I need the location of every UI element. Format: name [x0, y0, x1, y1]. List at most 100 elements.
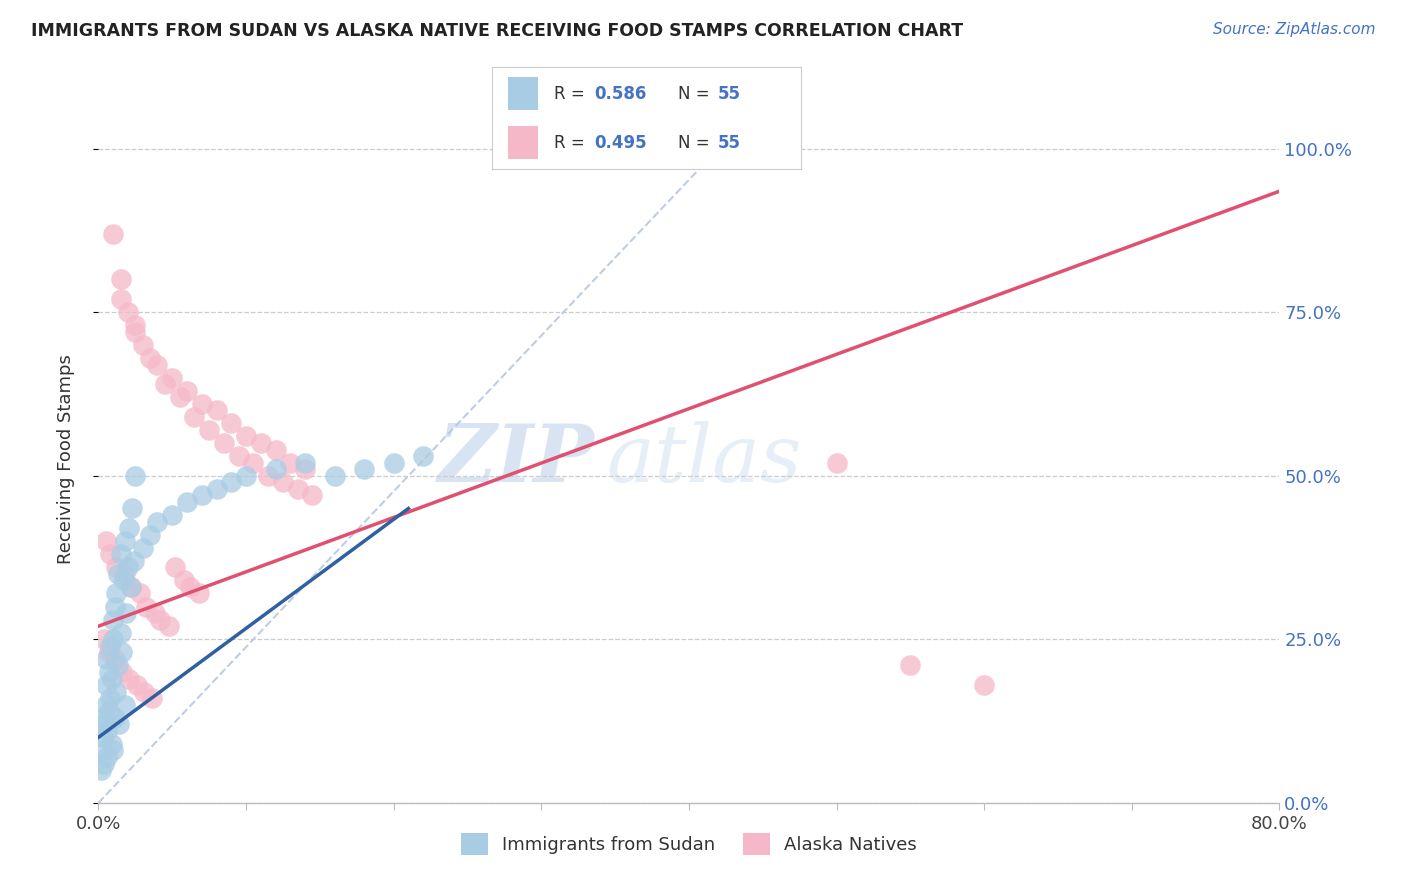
Point [183, 409, 205, 424]
Point [97, 645, 120, 659]
Point [120, 580, 142, 594]
Point [120, 580, 142, 594]
Point [132, 541, 155, 555]
Point [162, 370, 183, 384]
Point [105, 684, 128, 698]
Legend: Immigrants from Sudan, Alaska Natives: Immigrants from Sudan, Alaska Natives [454, 826, 924, 863]
Point [110, 625, 132, 640]
Point [280, 456, 302, 470]
Point [132, 338, 155, 352]
Point [134, 684, 156, 698]
Point [382, 456, 405, 470]
Point [323, 468, 346, 483]
Point [98, 639, 121, 653]
Point [114, 566, 136, 581]
Text: 55: 55 [718, 134, 741, 152]
Point [187, 586, 209, 600]
Point [107, 566, 129, 581]
Point [98, 691, 121, 706]
Point [157, 619, 180, 633]
Point [114, 534, 136, 549]
Point [139, 527, 162, 541]
Point [118, 672, 141, 686]
Point [146, 515, 169, 529]
Text: R =: R = [554, 85, 591, 103]
Point [135, 599, 157, 614]
Point [169, 390, 191, 404]
Point [94, 698, 117, 712]
Point [191, 488, 214, 502]
Point [103, 632, 125, 647]
Text: N =: N = [678, 85, 714, 103]
Point [105, 586, 128, 600]
Point [91, 711, 114, 725]
Point [176, 495, 198, 509]
Point [146, 358, 169, 372]
Point [94, 652, 117, 666]
Point [205, 403, 228, 417]
Text: N =: N = [678, 134, 714, 152]
Point [242, 456, 264, 470]
Point [103, 227, 125, 241]
Point [104, 652, 127, 666]
Point [153, 377, 176, 392]
Point [257, 468, 280, 483]
Point [110, 292, 132, 306]
Point [93, 756, 115, 771]
Point [301, 488, 323, 502]
Point [103, 743, 125, 757]
Point [228, 449, 250, 463]
Point [98, 547, 121, 561]
Point [205, 482, 228, 496]
Point [271, 475, 294, 490]
Point [124, 325, 146, 339]
Point [250, 436, 273, 450]
Point [105, 560, 128, 574]
Point [128, 586, 150, 600]
Point [100, 737, 122, 751]
Point [287, 482, 309, 496]
Point [294, 456, 316, 470]
Point [111, 645, 134, 659]
Bar [508, 77, 538, 110]
Point [97, 665, 120, 679]
Point [235, 468, 257, 483]
Point [162, 508, 183, 522]
Point [235, 429, 257, 443]
Point [221, 417, 243, 431]
Point [111, 665, 134, 679]
Point [124, 318, 146, 333]
Point [110, 272, 132, 286]
Point [149, 613, 172, 627]
Text: R =: R = [554, 134, 591, 152]
Point [143, 606, 166, 620]
Point [90, 763, 112, 777]
Point [117, 560, 139, 574]
Point [90, 743, 112, 757]
Point [124, 468, 146, 483]
Point [221, 475, 243, 490]
Point [108, 717, 131, 731]
Point [104, 599, 127, 614]
Point [900, 658, 922, 673]
Point [264, 442, 287, 457]
Point [353, 462, 375, 476]
Point [94, 534, 117, 549]
Point [179, 580, 201, 594]
Text: atlas: atlas [606, 421, 801, 498]
Point [139, 351, 162, 365]
Point [118, 521, 141, 535]
Point [103, 613, 125, 627]
Point [198, 423, 221, 437]
Point [115, 606, 138, 620]
Text: Source: ZipAtlas.com: Source: ZipAtlas.com [1212, 22, 1375, 37]
Point [114, 698, 136, 712]
Point [94, 678, 117, 692]
Text: IMMIGRANTS FROM SUDAN VS ALASKA NATIVE RECEIVING FOOD STAMPS CORRELATION CHART: IMMIGRANTS FROM SUDAN VS ALASKA NATIVE R… [31, 22, 963, 40]
Point [165, 560, 187, 574]
Point [107, 658, 129, 673]
Text: 0.495: 0.495 [595, 134, 647, 152]
Point [294, 462, 316, 476]
Point [176, 384, 198, 398]
Point [91, 731, 114, 745]
